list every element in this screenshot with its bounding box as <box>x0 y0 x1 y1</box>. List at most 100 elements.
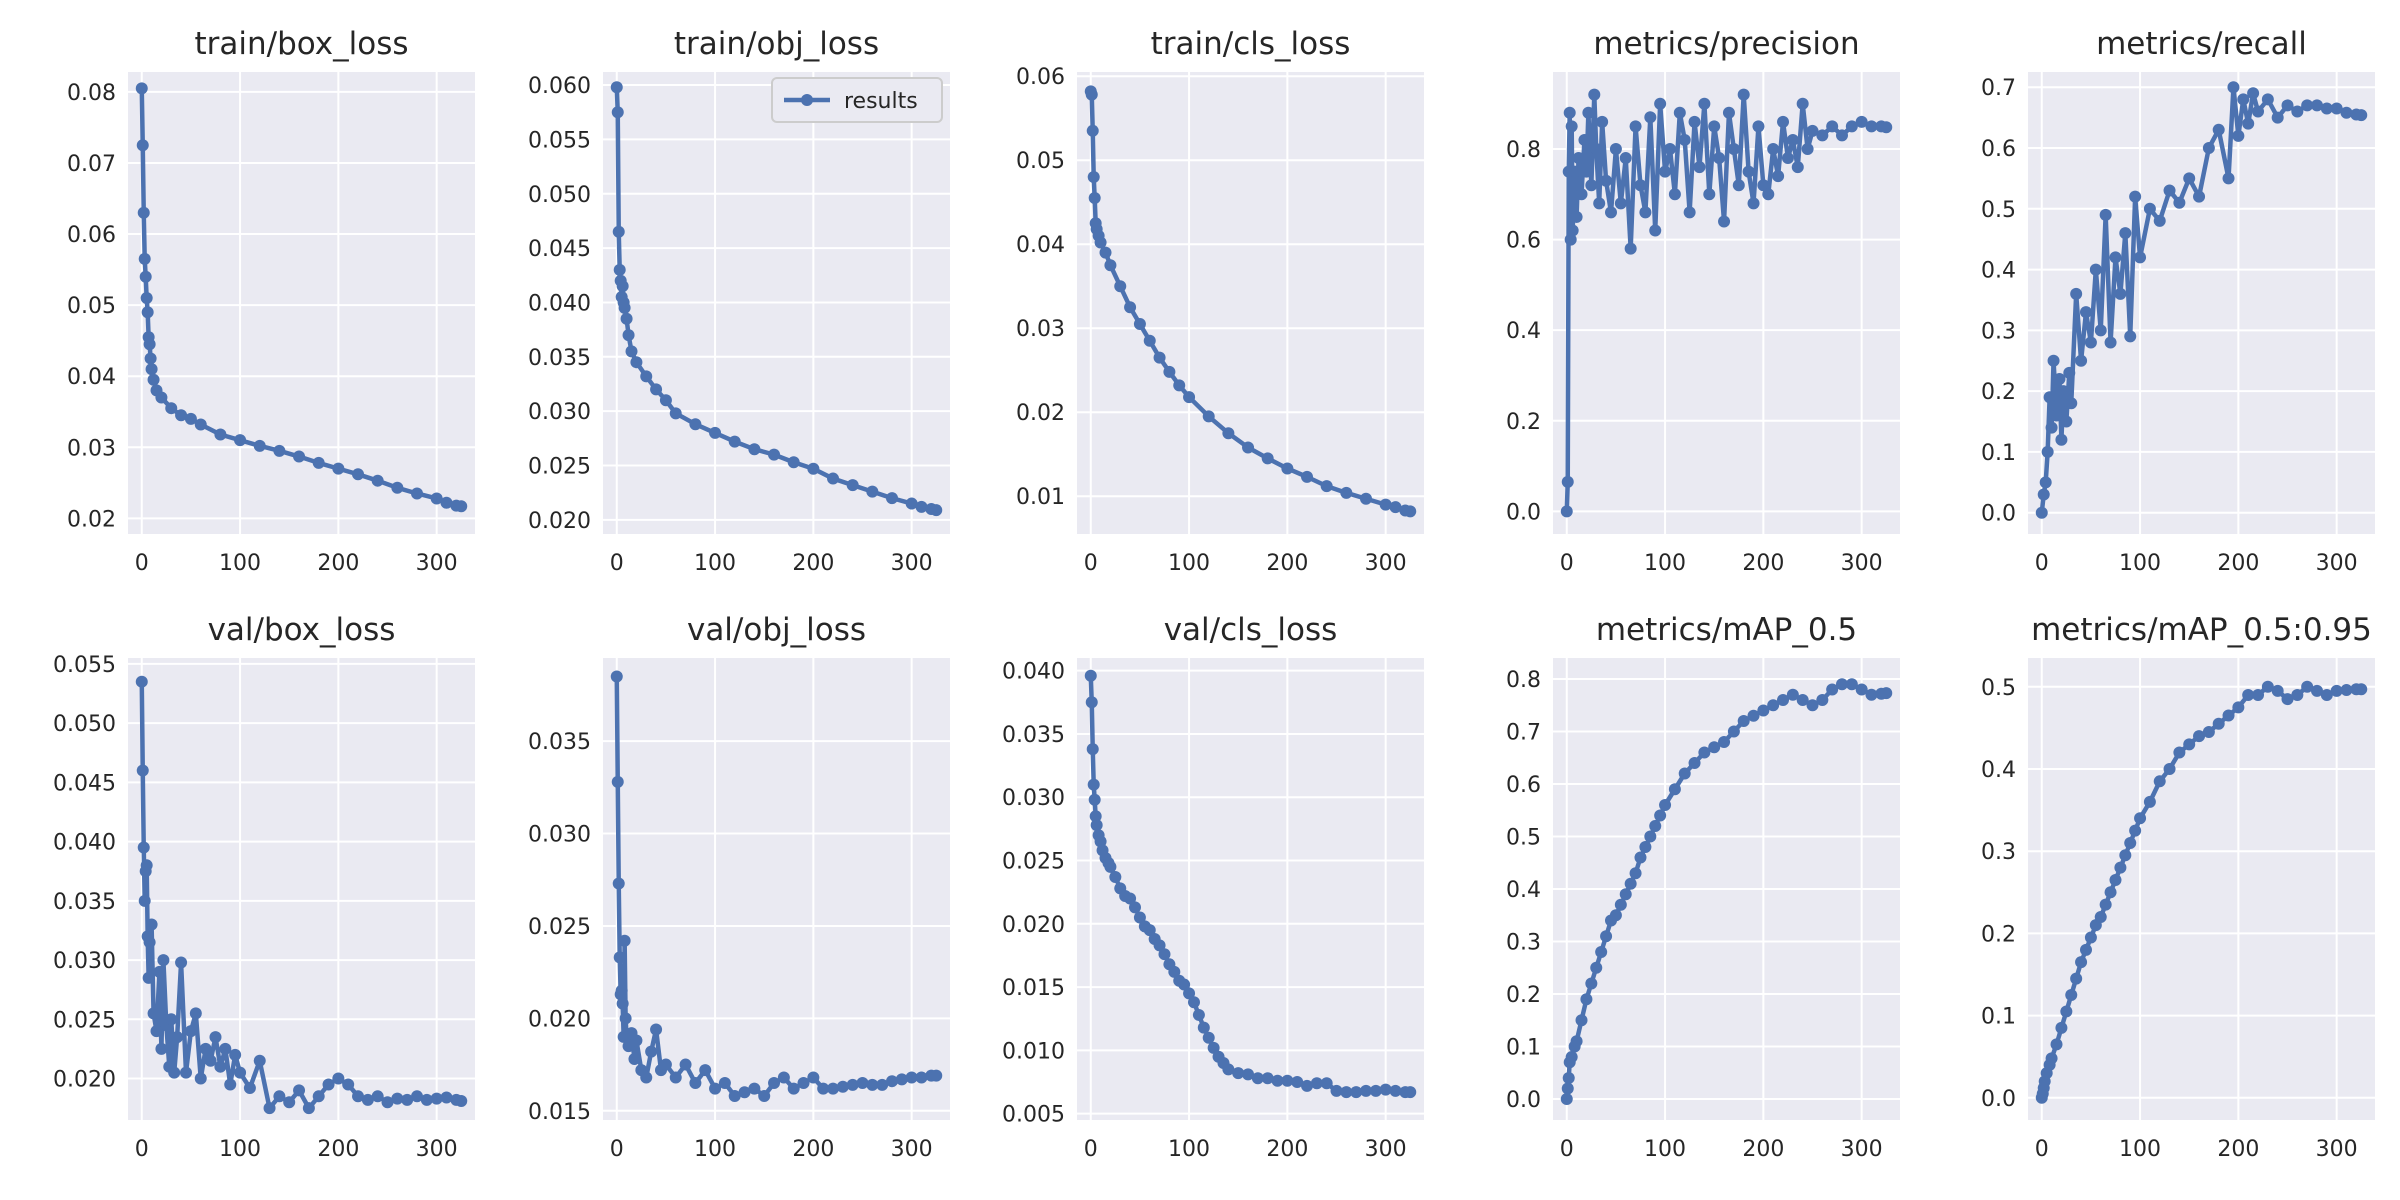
data-point <box>827 472 840 485</box>
data-point <box>905 1071 918 1084</box>
data-point <box>1757 179 1770 192</box>
data-point <box>352 1090 365 1103</box>
legend-marker <box>801 94 813 106</box>
data-point <box>184 412 197 425</box>
data-point <box>147 1007 160 1020</box>
y-tick-label: 0.035 <box>1002 723 1065 748</box>
x-tick-label: 100 <box>1644 1137 1686 1162</box>
x-tick-label: 100 <box>694 551 736 576</box>
y-tick-label: 0.010 <box>1002 1039 1065 1064</box>
data-point <box>1619 152 1632 165</box>
subplot-title: train/cls_loss <box>1151 26 1351 62</box>
data-point <box>1600 174 1613 187</box>
data-point <box>1786 133 1799 146</box>
data-point <box>1202 410 1215 423</box>
data-point <box>1090 819 1103 832</box>
y-tick-label: 0.035 <box>528 346 591 371</box>
data-point <box>1086 124 1099 137</box>
data-point <box>136 764 149 777</box>
data-point <box>2045 421 2058 434</box>
data-point <box>2050 1038 2063 1051</box>
data-point <box>2055 1021 2068 1034</box>
data-point <box>2222 709 2235 722</box>
y-tick-label: 0.005 <box>1002 1103 1065 1128</box>
data-point <box>342 1078 355 1091</box>
data-point <box>2153 214 2166 227</box>
data-point <box>1698 746 1711 759</box>
data-point <box>371 1090 384 1103</box>
data-point <box>1088 192 1101 204</box>
data-point <box>1624 877 1637 890</box>
y-tick-label: 0.030 <box>528 400 591 425</box>
y-tick-label: 0.050 <box>528 183 591 208</box>
subplot-6: 0 100 200 300 0.020 0.025 0.030 0.035 0.040 0.045… <box>53 612 475 1162</box>
data-point <box>1786 688 1799 701</box>
data-point <box>2119 227 2132 240</box>
y-tick-label: 0.08 <box>67 81 116 106</box>
data-point <box>2261 680 2274 693</box>
data-point <box>189 1007 202 1020</box>
y-tick-label: 0.1 <box>1506 1036 1541 1061</box>
y-tick-label: 0.06 <box>67 223 116 248</box>
data-point <box>175 409 188 422</box>
data-point <box>1242 1068 1255 1081</box>
data-point <box>150 1025 163 1038</box>
y-tick-label: 0.015 <box>528 1100 591 1125</box>
y-tick-label: 0.040 <box>1002 660 1065 685</box>
x-tick-label: 200 <box>1742 551 1784 576</box>
data-point <box>135 82 148 95</box>
data-point <box>2183 172 2196 185</box>
data-point <box>1767 143 1780 155</box>
data-point <box>866 485 879 498</box>
data-point <box>157 954 170 967</box>
data-point <box>1732 179 1745 192</box>
data-point <box>1718 736 1731 748</box>
data-point <box>856 1077 869 1090</box>
data-point <box>273 444 286 457</box>
data-point <box>2057 385 2070 398</box>
data-point <box>1718 215 1731 228</box>
data-point <box>1202 1031 1215 1044</box>
data-point <box>243 1082 256 1095</box>
data-point <box>1757 704 1770 717</box>
y-tick-label: 0.020 <box>528 509 591 534</box>
data-point <box>640 1071 653 1084</box>
x-tick-label: 0 <box>1084 1137 1098 1162</box>
y-tick-label: 0.6 <box>1506 229 1541 254</box>
data-point <box>2065 397 2078 410</box>
data-point <box>194 418 207 431</box>
data-point <box>1708 120 1721 133</box>
data-point <box>2109 873 2122 886</box>
data-point <box>1722 106 1735 119</box>
plot-area <box>128 72 475 534</box>
data-point <box>1619 888 1632 901</box>
data-point <box>455 1095 468 1108</box>
x-tick-label: 300 <box>1365 551 1407 576</box>
data-point <box>669 407 682 420</box>
data-point <box>679 1058 692 1071</box>
data-point <box>420 1093 433 1106</box>
data-point <box>2055 433 2068 446</box>
y-tick-label: 0.7 <box>1981 76 2016 101</box>
data-point <box>1649 224 1662 237</box>
plot-area <box>1077 72 1424 534</box>
data-point <box>1085 88 1098 101</box>
data-point <box>2099 208 2112 221</box>
data-point <box>807 1071 820 1084</box>
y-tick-label: 0.2 <box>1506 983 1541 1008</box>
data-point <box>2232 701 2245 714</box>
data-point <box>1143 334 1156 347</box>
data-point <box>1572 152 1585 165</box>
data-point <box>2104 886 2117 899</box>
y-tick-label: 0.055 <box>53 653 116 678</box>
data-point <box>1153 939 1166 952</box>
data-point <box>2330 684 2343 697</box>
data-point <box>1688 757 1701 769</box>
plot-area <box>2028 658 2375 1120</box>
data-point <box>1094 236 1107 249</box>
data-point <box>142 971 155 984</box>
data-point <box>2330 102 2343 115</box>
data-point <box>1791 161 1804 174</box>
data-point <box>137 841 150 854</box>
x-tick-label: 0 <box>1560 551 1574 576</box>
